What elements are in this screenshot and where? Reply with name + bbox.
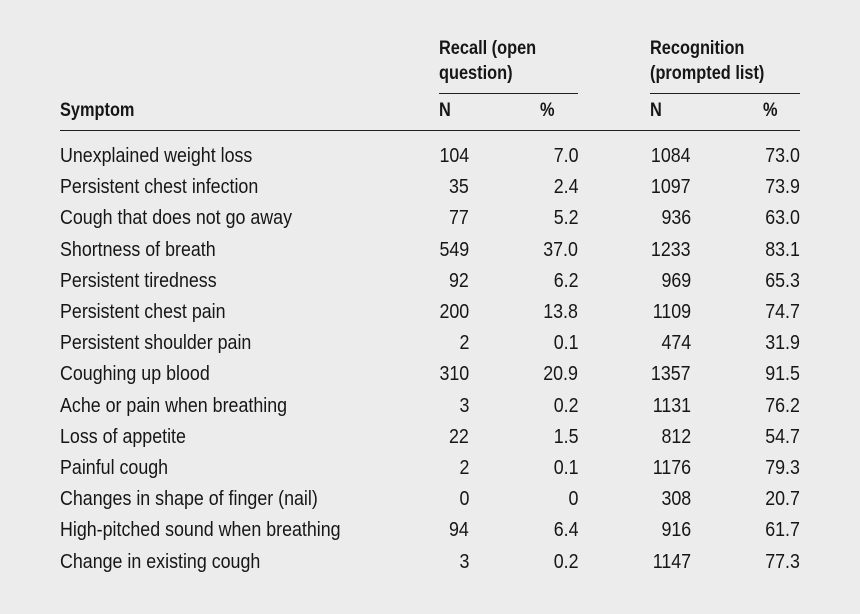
symptom-cell: Persistent shoulder pain	[60, 331, 252, 354]
recognition-n-cell: 1147	[652, 550, 691, 573]
recall-pct-cell: 0	[568, 487, 578, 510]
recognition-pct-cell: 63.0	[765, 206, 800, 229]
recall-pct-cell: 37.0	[543, 238, 578, 261]
recall-n-cell: 77	[449, 206, 469, 229]
symptom-cell: Ache or pain when breathing	[60, 394, 288, 417]
recognition-n-cell: 1233	[651, 238, 691, 261]
symptom-cell: Unexplained weight loss	[60, 144, 253, 167]
recognition-group-header-line1: Recognition	[650, 38, 745, 59]
recall-n-cell: 549	[439, 238, 469, 261]
recognition-n-cell: 1097	[651, 175, 691, 198]
recognition-pct-cell: 61.7	[765, 518, 800, 541]
recognition-n-cell: 969	[661, 269, 691, 292]
recognition-n-cell: 1109	[652, 300, 691, 323]
recall-pct-cell: 2.4	[553, 175, 578, 198]
recall-pct-cell: 5.2	[553, 206, 578, 229]
recognition-n-cell: 916	[661, 518, 691, 541]
recognition-n-cell: 1176	[652, 456, 691, 479]
recognition-group-rule	[650, 93, 800, 94]
recognition-n-cell: 1131	[652, 394, 691, 417]
header-rule	[60, 130, 800, 131]
recall-n-cell: 94	[449, 518, 469, 541]
recognition-pct-cell: 77.3	[765, 550, 800, 573]
symptom-cell: Changes in shape of finger (nail)	[60, 487, 318, 510]
recognition-pct-cell: 91.5	[765, 362, 800, 385]
recall-n-cell: 22	[449, 425, 469, 448]
recognition-n-cell: 1357	[651, 362, 691, 385]
recognition-pct-cell: 73.9	[765, 175, 800, 198]
recall-pct-cell: 13.8	[543, 300, 578, 323]
recall-pct-cell: 7.0	[553, 144, 578, 167]
recall-group-header-line1: Recall (open	[439, 38, 537, 59]
recognition-pct-cell: 83.1	[765, 238, 800, 261]
recognition-n-cell: 308	[661, 487, 691, 510]
symptom-cell: High-pitched sound when breathing	[60, 518, 341, 541]
recall-n-column-header: N	[439, 100, 451, 121]
symptom-cell: Coughing up blood	[60, 362, 210, 385]
symptom-column-header: Symptom	[60, 100, 135, 121]
recall-group-header-line2: question)	[439, 63, 513, 84]
recall-n-cell: 2	[459, 331, 469, 354]
recognition-pct-cell: 65.3	[765, 269, 800, 292]
recall-pct-column-header: %	[540, 100, 555, 121]
recall-pct-cell: 0.2	[553, 394, 578, 417]
recall-pct-cell: 6.2	[553, 269, 578, 292]
symptom-cell: Loss of appetite	[60, 425, 186, 448]
recognition-pct-cell: 79.3	[765, 456, 800, 479]
recall-n-cell: 92	[449, 269, 469, 292]
recall-pct-cell: 20.9	[543, 362, 578, 385]
recognition-n-cell: 1084	[651, 144, 691, 167]
symptom-cell: Shortness of breath	[60, 238, 216, 261]
recognition-n-column-header: N	[650, 100, 662, 121]
recall-pct-cell: 0.2	[553, 550, 578, 573]
recall-n-cell: 3	[459, 550, 469, 573]
recall-pct-cell: 1.5	[553, 425, 578, 448]
recall-n-cell: 2	[459, 456, 469, 479]
recall-pct-cell: 0.1	[553, 331, 578, 354]
recall-pct-cell: 6.4	[553, 518, 578, 541]
symptom-cell: Persistent tiredness	[60, 269, 217, 292]
recognition-n-cell: 936	[661, 206, 691, 229]
recall-group-rule	[439, 93, 578, 94]
recognition-n-cell: 474	[661, 331, 691, 354]
symptom-cell: Painful cough	[60, 456, 169, 479]
recognition-pct-cell: 54.7	[765, 425, 800, 448]
recall-n-cell: 0	[459, 487, 469, 510]
symptom-cell: Persistent chest infection	[60, 175, 259, 198]
recall-n-cell: 104	[439, 144, 469, 167]
symptom-cell: Persistent chest pain	[60, 300, 226, 323]
recall-pct-cell: 0.1	[553, 456, 578, 479]
recognition-pct-cell: 31.9	[765, 331, 800, 354]
recognition-n-cell: 812	[661, 425, 691, 448]
recognition-pct-column-header: %	[763, 100, 778, 121]
recognition-pct-cell: 20.7	[765, 487, 800, 510]
recognition-pct-cell: 76.2	[765, 394, 800, 417]
symptom-cell: Cough that does not go away	[60, 206, 293, 229]
recall-n-cell: 35	[449, 175, 469, 198]
symptom-cell: Change in existing cough	[60, 550, 261, 573]
recognition-pct-cell: 73.0	[765, 144, 800, 167]
recognition-group-header-line2: (prompted list)	[650, 63, 765, 84]
recall-n-cell: 200	[439, 300, 469, 323]
recognition-pct-cell: 74.7	[765, 300, 800, 323]
recall-n-cell: 310	[439, 362, 469, 385]
recall-n-cell: 3	[459, 394, 469, 417]
